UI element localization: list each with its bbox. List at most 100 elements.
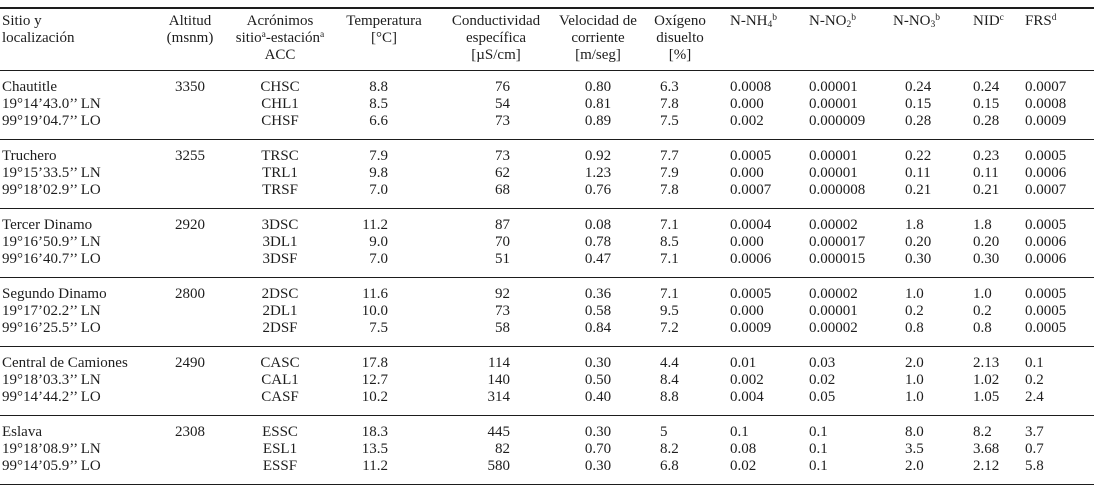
site-coordinate: 19°18’03.3’’ LN (2, 372, 101, 388)
table-row: 19°15’33.5’’ LN TRL1 9.8 62 1.23 7.9 0.000 0.00… (0, 165, 1094, 182)
cell-nid: 1.02 (973, 372, 1000, 388)
cell-no2: 0.1 (809, 458, 828, 474)
cell-nid: 8.2 (973, 424, 992, 440)
table-row: 99°14’44.2’’ LO CASF 10.2 314 0.40 8.8 0.004 0.… (0, 389, 1094, 416)
cell-no2: 0.000008 (809, 182, 866, 198)
cell-no3: 8.0 (905, 424, 924, 440)
cell-temperature: 11.2 (362, 217, 388, 233)
cell-conductivity: 73 (495, 113, 510, 129)
cell-acronym: 3DSC (261, 217, 299, 233)
cell-temperature: 8.5 (369, 96, 388, 112)
cell-conductivity: 140 (487, 372, 511, 388)
cell-frs: 0.0008 (1025, 96, 1067, 112)
column-header-altitude: Altitud (msnm) (152, 7, 228, 71)
cell-oxygen: 7.2 (660, 320, 679, 336)
cell-acronym: ESSF (262, 458, 298, 474)
cell-temperature: 7.5 (369, 320, 388, 336)
altitude-value (152, 303, 228, 320)
site-coordinate: 99°16’25.5’’ LO (2, 320, 101, 336)
cell-nh4: 0.0009 (730, 320, 772, 336)
cell-conductivity: 76 (495, 79, 510, 95)
cell-temperature: 9.8 (369, 165, 388, 181)
cell-nid: 0.8 (973, 320, 992, 336)
cell-nid: 0.28 (973, 113, 1000, 129)
cell-temperature: 9.0 (369, 234, 388, 250)
cell-frs: 0.1 (1025, 355, 1044, 371)
table-row: 19°16’50.9’’ LN 3DL1 9.0 70 0.78 8.5 0.000 0.00… (0, 234, 1094, 251)
cell-velocity: 0.84 (584, 320, 612, 336)
cell-no3: 1.0 (905, 286, 924, 302)
cell-conductivity: 580 (487, 458, 511, 474)
table-header: Sitio y localización Altitud (msnm) Acrónimo… (0, 7, 1094, 71)
cell-velocity: 1.23 (584, 165, 612, 181)
cell-nid: 0.20 (973, 234, 1000, 250)
cell-no3: 1.0 (905, 372, 924, 388)
cell-oxygen: 7.5 (660, 113, 679, 129)
cell-no2: 0.00002 (809, 217, 858, 233)
cell-no2: 0.02 (809, 372, 836, 388)
cell-nid: 0.2 (973, 303, 992, 319)
cell-no3: 3.5 (905, 441, 924, 457)
site-group: Eslava 2308 ESSC 18.3 445 0.30 5 0.1 0.1 8.0 8.2 3.… (0, 416, 1094, 485)
cell-frs: 5.8 (1025, 458, 1044, 474)
cell-conductivity: 114 (488, 355, 510, 371)
cell-no3: 0.21 (905, 182, 932, 198)
table-row: 99°19’04.7’’ LO CHSF 6.6 73 0.89 7.5 0.002 0.00… (0, 113, 1094, 140)
cell-nid: 0.23 (973, 148, 1000, 164)
altitude-value: 2920 (175, 217, 205, 233)
cell-frs: 0.0006 (1025, 234, 1067, 250)
cell-no2: 0.000009 (809, 113, 866, 129)
cell-acronym: ESSC (262, 424, 298, 440)
cell-nh4: 0.01 (730, 355, 757, 371)
cell-temperature: 11.6 (362, 286, 388, 302)
site-name: Eslava (2, 424, 42, 440)
cell-acronym: CHSF (261, 113, 299, 129)
cell-nid: 1.05 (973, 389, 1000, 405)
cell-temperature: 8.8 (369, 79, 388, 95)
cell-oxygen: 7.1 (660, 217, 679, 233)
altitude-value (152, 165, 228, 182)
column-header-nid: NIDc (968, 7, 1022, 71)
cell-velocity: 0.78 (584, 234, 612, 250)
cell-acronym: 3DSF (262, 251, 298, 267)
table-row: 99°16’25.5’’ LO 2DSF 7.5 58 0.84 7.2 0.0009 0.0… (0, 320, 1094, 347)
altitude-value: 2308 (175, 424, 205, 440)
table-row: Chautitle 3350 CHSC 8.8 76 0.80 6.3 0.0008 0.000… (0, 71, 1094, 97)
cell-frs: 0.0005 (1025, 217, 1067, 233)
cell-no2: 0.00001 (809, 303, 858, 319)
cell-no3: 2.0 (905, 458, 924, 474)
cell-no2: 0.1 (809, 424, 828, 440)
cell-nid: 2.12 (973, 458, 1000, 474)
cell-frs: 2.4 (1025, 389, 1044, 405)
cell-nid: 0.30 (973, 251, 1000, 267)
cell-acronym: TRL1 (262, 165, 298, 181)
site-name: Segundo Dinamo (2, 286, 107, 302)
header-row: Sitio y localización Altitud (msnm) Acrónimo… (0, 7, 1094, 71)
cell-nh4: 0.0006 (730, 251, 772, 267)
cell-nid: 1.8 (973, 217, 992, 233)
cell-no2: 0.00002 (809, 286, 858, 302)
cell-velocity: 0.30 (584, 458, 612, 474)
cell-nh4: 0.002 (730, 113, 764, 129)
column-header-acronym: Acrónimos sitioa-estacióna ACC (228, 7, 332, 71)
cell-acronym: 2DL1 (262, 303, 298, 319)
cell-temperature: 18.3 (361, 424, 388, 440)
cell-frs: 0.0005 (1025, 320, 1067, 336)
cell-frs: 0.0006 (1025, 251, 1067, 267)
cell-no2: 0.00001 (809, 148, 858, 164)
site-group: Chautitle 3350 CHSC 8.8 76 0.80 6.3 0.0008 0.000… (0, 71, 1094, 140)
cell-acronym: TRSF (262, 182, 298, 198)
cell-velocity: 0.70 (584, 441, 612, 457)
cell-nh4: 0.000 (730, 303, 764, 319)
cell-no2: 0.000017 (809, 234, 866, 250)
cell-acronym: 2DSF (262, 320, 298, 336)
cell-nid: 2.13 (973, 355, 1000, 371)
cell-nid: 0.24 (973, 79, 1000, 95)
site-group: Truchero 3255 TRSC 7.9 73 0.92 7.7 0.0005 0.0000… (0, 140, 1094, 209)
cell-nh4: 0.002 (730, 372, 764, 388)
table-row: 19°18’08.9’’ LN ESL1 13.5 82 0.70 8.2 0.08 0.1 3… (0, 441, 1094, 458)
cell-temperature: 12.7 (361, 372, 388, 388)
table-row: 19°17’02.2’’ LN 2DL1 10.0 73 0.58 9.5 0.000 0.0… (0, 303, 1094, 320)
column-header-temperature: Temperatura [°C] (332, 7, 436, 71)
